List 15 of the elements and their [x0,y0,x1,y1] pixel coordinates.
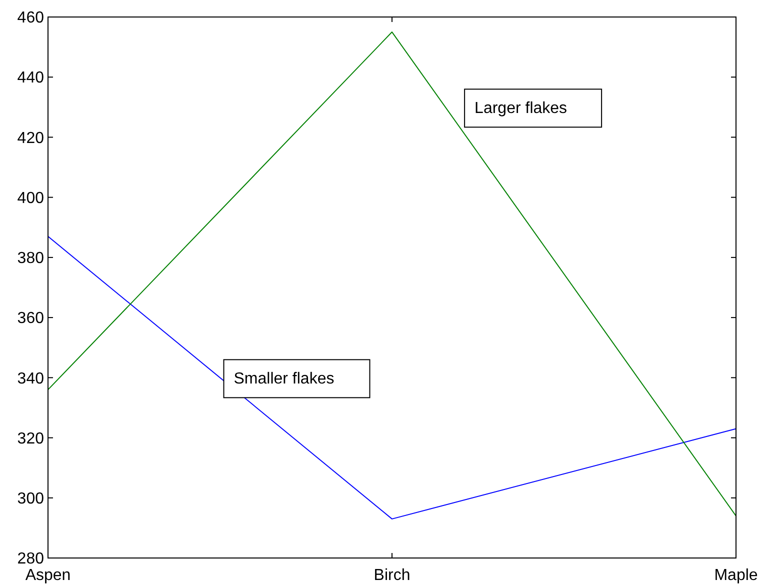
y-tick-label: 320 [17,430,44,448]
y-tick-label: 360 [17,310,44,328]
y-tick-label: 440 [17,70,44,87]
x-tick-label: Maple [714,567,758,584]
y-tick-label: 460 [17,10,44,27]
x-tick-label: Birch [374,567,410,584]
y-tick-label: 340 [17,370,44,388]
y-tick-label: 420 [17,130,44,147]
x-tick-label: Aspen [25,567,71,584]
y-tick-label: 380 [17,250,44,268]
y-tick-label: 400 [17,190,44,207]
y-tick-label: 300 [17,490,44,508]
series-label: Larger flakes [474,100,568,118]
series-label: Smaller flakes [234,370,334,388]
y-tick-label: 280 [17,550,44,568]
